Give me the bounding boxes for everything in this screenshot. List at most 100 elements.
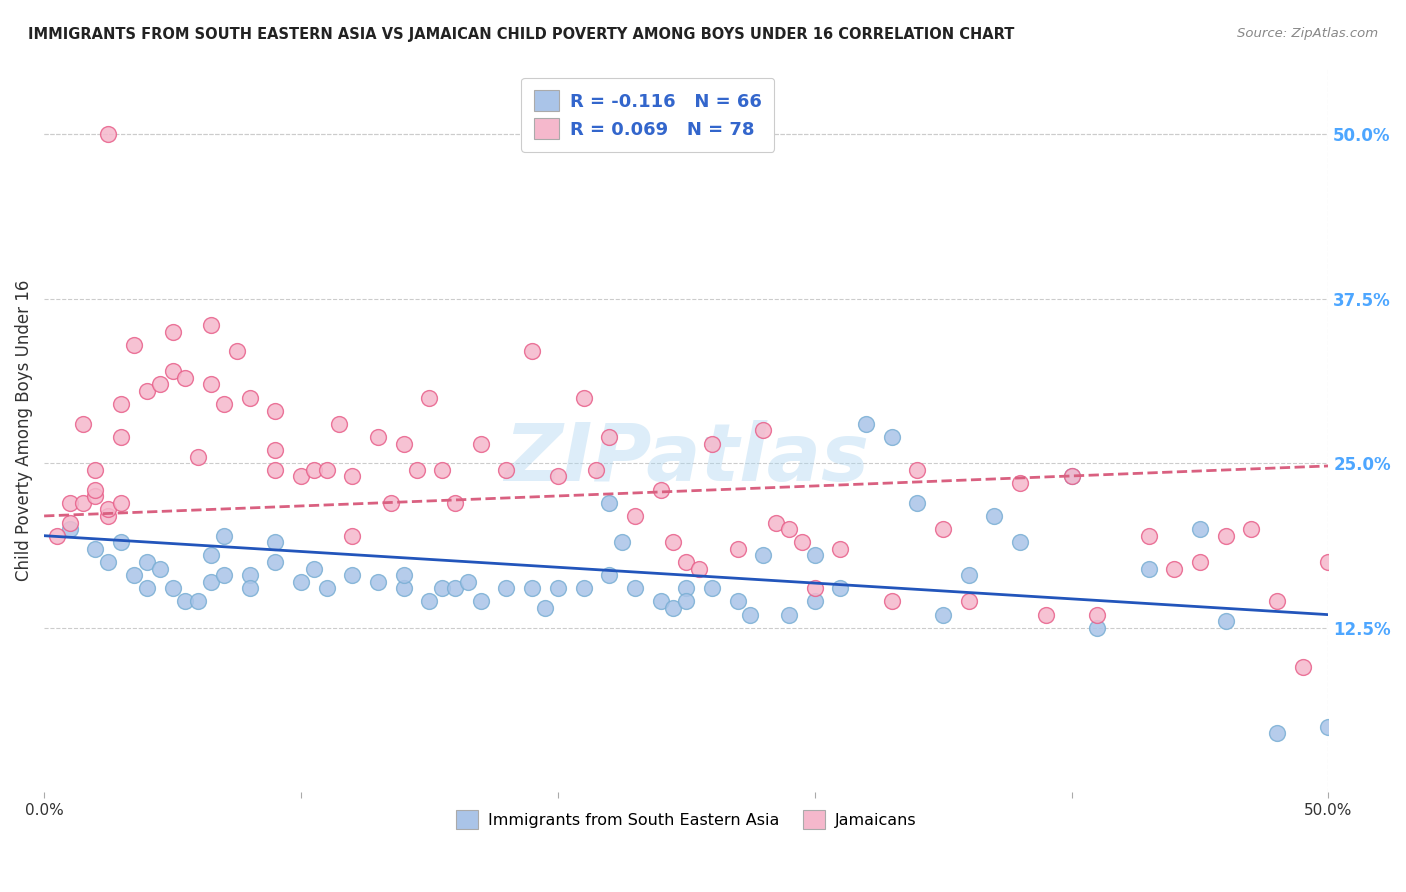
Point <box>1035 607 1057 622</box>
Point <box>418 594 440 608</box>
Point <box>149 561 172 575</box>
Point <box>59 516 82 530</box>
Point <box>585 463 607 477</box>
Point <box>187 594 209 608</box>
Point <box>444 582 467 596</box>
Point <box>765 516 787 530</box>
Point <box>380 496 402 510</box>
Point <box>135 582 157 596</box>
Point <box>72 417 94 431</box>
Point <box>97 128 120 142</box>
Point <box>405 463 427 477</box>
Point <box>1317 555 1340 569</box>
Point <box>1317 719 1340 733</box>
Text: Source: ZipAtlas.com: Source: ZipAtlas.com <box>1237 27 1378 40</box>
Point <box>534 601 557 615</box>
Point <box>84 483 107 497</box>
Point <box>174 594 197 608</box>
Point <box>700 436 723 450</box>
Point <box>97 508 120 523</box>
Point <box>264 535 287 549</box>
Point <box>752 424 775 438</box>
Point <box>790 535 813 549</box>
Point <box>367 430 389 444</box>
Point <box>342 568 364 582</box>
Point <box>830 541 852 556</box>
Point <box>97 555 120 569</box>
Point <box>1240 522 1263 536</box>
Point <box>187 450 209 464</box>
Point <box>675 582 697 596</box>
Point <box>830 582 852 596</box>
Point <box>727 541 749 556</box>
Point <box>700 582 723 596</box>
Point <box>122 568 145 582</box>
Point <box>1137 561 1160 575</box>
Point <box>200 549 222 563</box>
Point <box>1060 469 1083 483</box>
Point <box>239 582 262 596</box>
Point <box>675 594 697 608</box>
Point <box>110 496 132 510</box>
Point <box>367 574 389 589</box>
Point <box>212 397 235 411</box>
Point <box>457 574 479 589</box>
Point <box>122 338 145 352</box>
Point <box>239 391 262 405</box>
Point <box>752 549 775 563</box>
Point <box>392 568 415 582</box>
Point <box>342 469 364 483</box>
Point <box>740 607 762 622</box>
Point <box>1163 561 1185 575</box>
Point <box>46 529 69 543</box>
Point <box>662 535 685 549</box>
Point <box>212 568 235 582</box>
Point <box>470 436 492 450</box>
Point <box>59 496 82 510</box>
Point <box>200 377 222 392</box>
Point <box>598 496 620 510</box>
Point <box>1010 535 1032 549</box>
Point <box>932 522 955 536</box>
Point <box>110 397 132 411</box>
Point <box>264 555 287 569</box>
Point <box>495 463 517 477</box>
Point <box>1188 522 1211 536</box>
Point <box>650 594 672 608</box>
Point <box>957 594 980 608</box>
Point <box>302 463 325 477</box>
Point <box>470 594 492 608</box>
Point <box>444 496 467 510</box>
Point <box>149 377 172 392</box>
Point <box>264 403 287 417</box>
Point <box>572 582 595 596</box>
Point <box>135 555 157 569</box>
Point <box>1188 555 1211 569</box>
Point <box>315 582 337 596</box>
Point <box>110 430 132 444</box>
Point <box>162 582 184 596</box>
Point <box>650 483 672 497</box>
Point <box>290 574 312 589</box>
Point <box>1060 469 1083 483</box>
Point <box>610 535 633 549</box>
Point <box>547 469 569 483</box>
Point <box>907 496 929 510</box>
Point <box>855 417 877 431</box>
Point <box>72 496 94 510</box>
Point <box>162 364 184 378</box>
Point <box>84 489 107 503</box>
Point <box>932 607 955 622</box>
Point <box>328 417 350 431</box>
Point <box>290 469 312 483</box>
Point <box>803 594 825 608</box>
Point <box>264 463 287 477</box>
Point <box>432 582 454 596</box>
Point <box>200 318 222 333</box>
Point <box>59 522 82 536</box>
Point <box>432 463 454 477</box>
Point <box>315 463 337 477</box>
Point <box>778 607 800 622</box>
Point <box>1292 660 1315 674</box>
Point <box>688 561 710 575</box>
